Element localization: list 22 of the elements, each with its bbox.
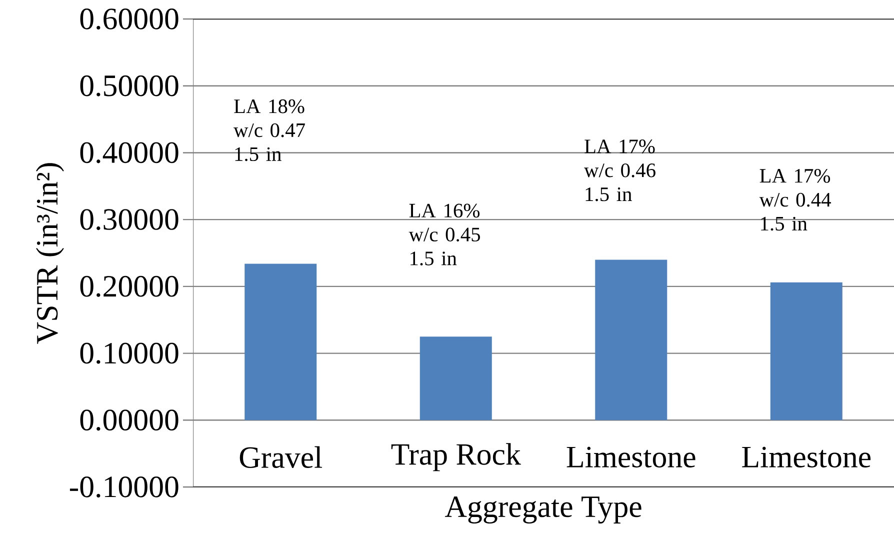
bar [244, 264, 317, 420]
annotation: LA 18% w/c 0.47 1.5 in [234, 99, 305, 162]
annotation: LA 16% w/c 0.45 1.5 in [408, 204, 480, 266]
y-tick-label: 0.50000 [80, 75, 178, 96]
y-tick-label: 0.30000 [80, 209, 178, 230]
x-tick-label: Limestone [566, 446, 696, 468]
bar [595, 260, 668, 420]
x-tick-label: Trap Rock [391, 443, 521, 472]
bar [420, 336, 492, 420]
y-tick-label: 0.40000 [80, 142, 178, 164]
y-tick-label: -0.10000 [70, 476, 178, 498]
annotation: LA 17% w/c 0.46 1.5 in [584, 140, 656, 202]
annotation: LA 17% w/c 0.44 1.5 in [759, 168, 831, 231]
bar [770, 282, 842, 420]
y-tick-label: 0.20000 [80, 276, 178, 297]
y-tick-label: 0.60000 [80, 8, 178, 30]
x-tick-label: Gravel [240, 446, 322, 468]
y-axis-title: VSTR (in³/in²) [36, 163, 64, 344]
x-axis-title: Aggregate Type [444, 496, 642, 524]
y-tick-label: 0.00000 [80, 410, 178, 431]
x-tick-label: Limestone [742, 446, 871, 468]
y-tick-label: 0.10000 [80, 342, 178, 364]
